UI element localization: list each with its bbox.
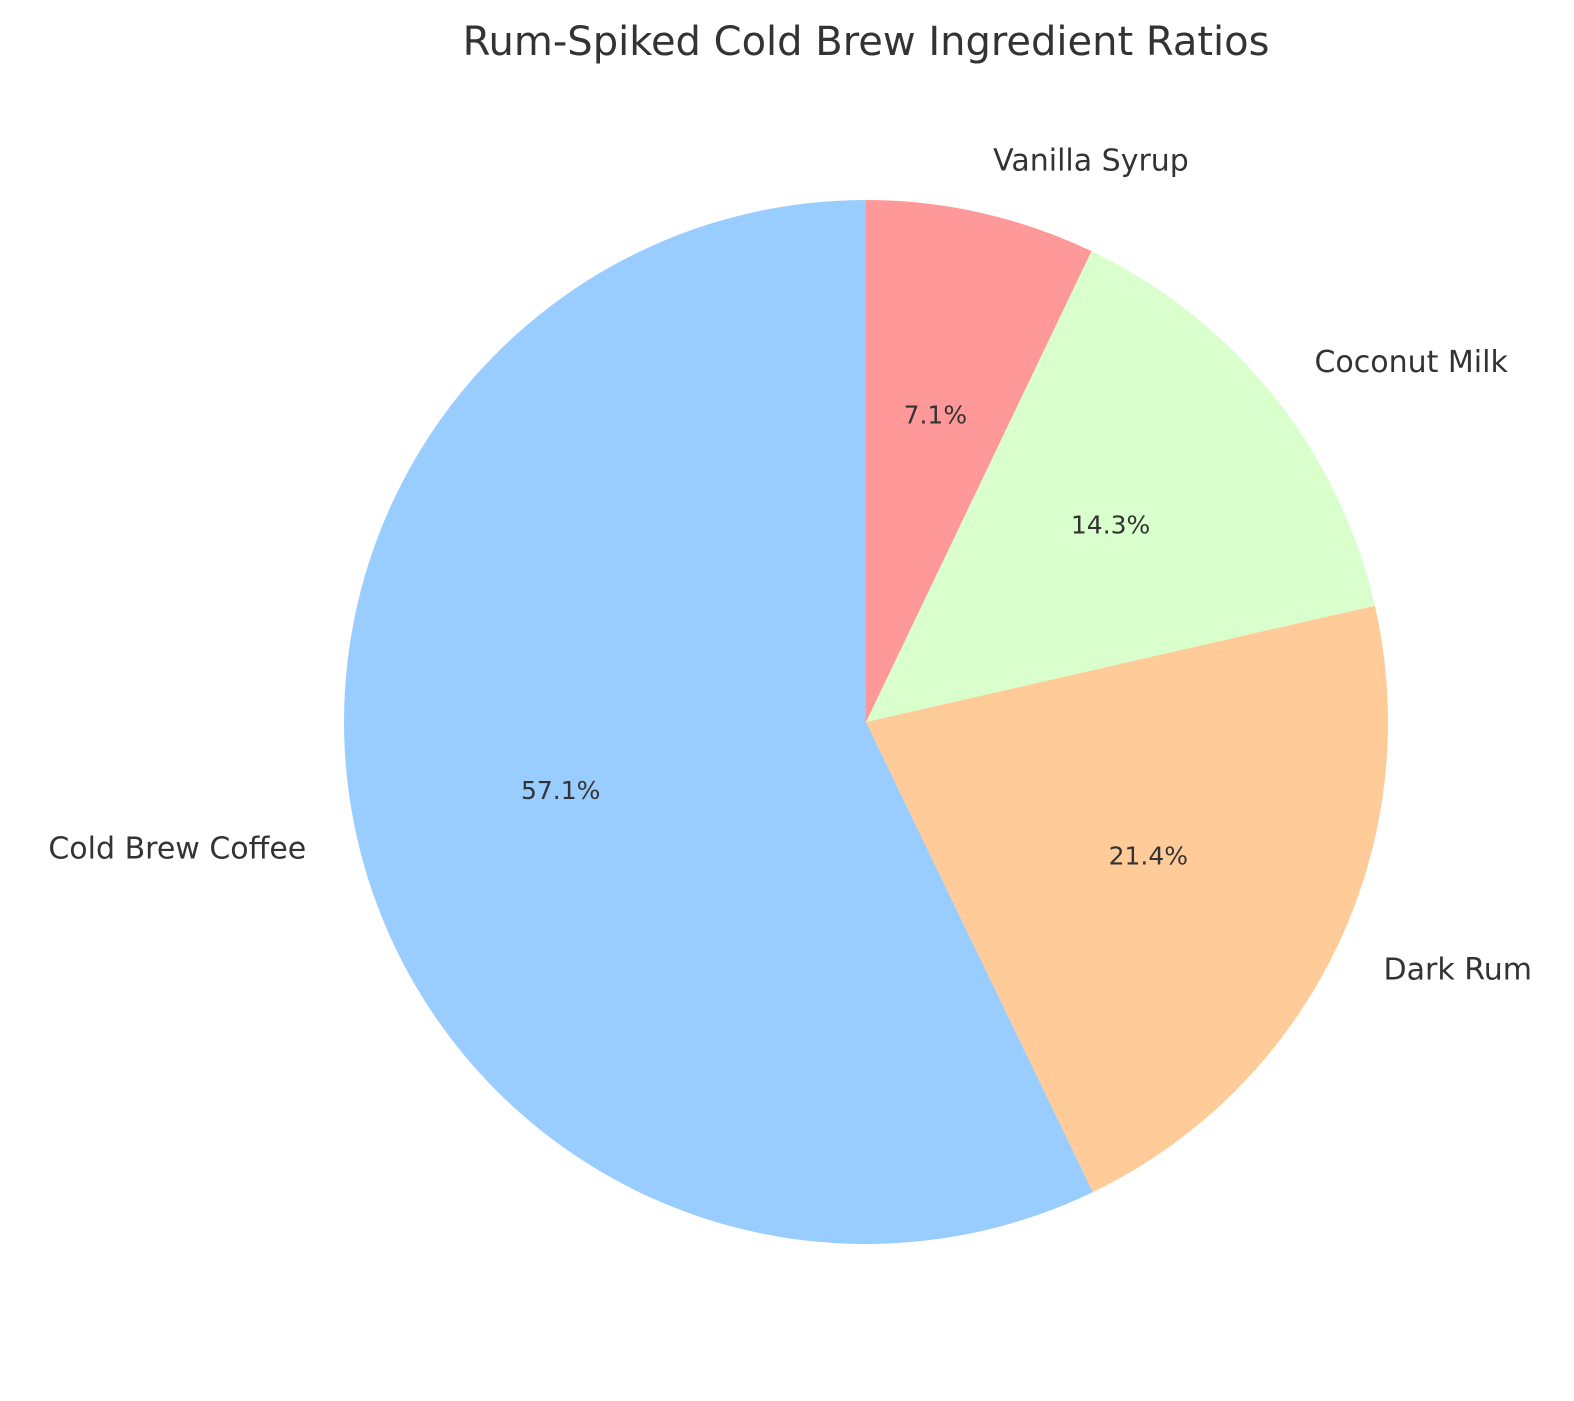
pct-label-dark-rum: 21.4% xyxy=(1109,842,1188,871)
pie-slices xyxy=(343,200,1388,1244)
pie-slice-cold-brew-coffee xyxy=(343,200,1093,1244)
chart-title: Rum-Spiked Cold Brew Ingredient Ratios xyxy=(463,19,1270,65)
slice-label-coconut-milk: Coconut Milk xyxy=(1314,345,1508,380)
pie-slice-coconut-milk xyxy=(866,251,1375,722)
pct-label-vanilla-syrup: 7.1% xyxy=(904,401,968,430)
slice-label-vanilla-syrup: Vanilla Syrup xyxy=(993,144,1189,179)
pct-label-coconut-milk: 14.3% xyxy=(1071,510,1150,539)
pie-labels: Cold Brew Coffee 57.1% Dark Rum 21.4% Coconu… xyxy=(48,144,1532,988)
pie-slice-dark-rum xyxy=(866,605,1388,1193)
slice-label-dark-rum: Dark Rum xyxy=(1384,952,1532,987)
pie-slice-vanilla-syrup xyxy=(866,200,1092,722)
pct-label-cold-brew-coffee: 57.1% xyxy=(521,776,600,805)
slice-label-cold-brew-coffee: Cold Brew Coffee xyxy=(48,832,306,867)
